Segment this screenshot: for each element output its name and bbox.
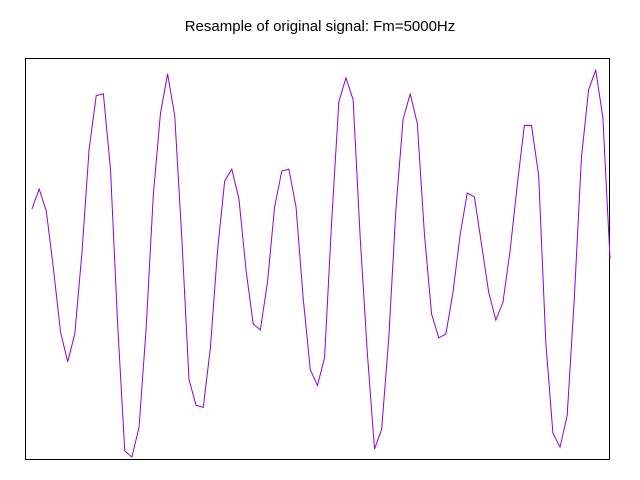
sample-point	[595, 69, 597, 71]
sample-point	[566, 414, 568, 416]
sample-point	[38, 188, 40, 190]
sample-point	[167, 73, 168, 75]
sample-point	[110, 168, 111, 170]
sample-point	[45, 210, 47, 212]
sample-point	[609, 258, 611, 259]
sample-point	[431, 313, 432, 315]
sample-point	[338, 101, 340, 103]
sample-point	[374, 448, 375, 450]
sample-point	[545, 341, 547, 343]
sample-point	[195, 404, 197, 406]
sample-point	[502, 301, 504, 303]
sample-point	[581, 156, 582, 158]
sample-point	[324, 357, 325, 359]
sample-point	[388, 337, 390, 339]
sample-point	[138, 426, 140, 428]
sample-point	[602, 117, 604, 118]
sample-point	[181, 238, 183, 240]
plot-frame	[25, 58, 610, 460]
sample-point	[409, 93, 411, 95]
sample-point	[559, 446, 561, 448]
sample-point	[331, 220, 333, 222]
sample-point	[67, 361, 69, 363]
sample-point	[509, 250, 511, 251]
sample-point	[531, 125, 532, 126]
sample-point	[552, 432, 554, 434]
sample-point	[381, 428, 383, 430]
sample-point	[523, 125, 525, 126]
sample-point	[459, 234, 461, 236]
sample-point	[60, 331, 61, 333]
sample-point	[424, 234, 425, 236]
sample-point	[274, 206, 276, 208]
sample-point	[281, 170, 283, 172]
sample-point	[366, 353, 368, 355]
sample-point	[573, 297, 575, 299]
sample-point	[445, 333, 447, 335]
sample-point	[495, 319, 497, 321]
sample-point	[88, 148, 90, 150]
sample-point	[438, 337, 440, 339]
chart-title: Resample of original signal: Fm=5000Hz	[184, 18, 456, 35]
sample-point	[259, 329, 261, 331]
sample-point	[474, 196, 475, 198]
sample-point	[538, 174, 540, 176]
sample-point	[252, 323, 254, 325]
sample-point	[352, 99, 354, 101]
sample-point	[309, 369, 311, 371]
sample-point	[345, 77, 347, 79]
sample-point	[95, 95, 97, 97]
sample-points	[31, 69, 611, 458]
sample-point	[452, 291, 454, 293]
sample-point	[224, 180, 226, 182]
sample-point	[74, 333, 76, 335]
sample-point	[174, 115, 176, 116]
sample-point	[217, 250, 218, 251]
sample-point	[202, 406, 204, 408]
sample-point	[131, 456, 133, 458]
sample-point	[488, 291, 490, 293]
sample-point	[245, 270, 247, 271]
sample-point	[416, 123, 418, 124]
sample-point	[231, 168, 233, 170]
sample-point	[402, 119, 404, 120]
sample-point	[81, 252, 83, 253]
sample-point	[152, 194, 154, 196]
sample-point	[238, 198, 240, 200]
sample-point	[317, 385, 318, 386]
sample-point	[210, 347, 211, 349]
sample-point	[481, 244, 482, 246]
sample-point	[145, 327, 147, 329]
sample-point	[588, 89, 589, 91]
sample-point	[288, 168, 290, 170]
sample-point	[124, 450, 126, 452]
sample-point	[295, 206, 297, 208]
sample-point	[466, 192, 468, 194]
sample-point	[267, 281, 268, 283]
sample-point	[102, 93, 104, 95]
sample-point	[160, 113, 161, 114]
sample-point	[53, 268, 54, 269]
series-line	[31, 69, 611, 458]
sample-point	[359, 238, 361, 240]
sample-point	[188, 379, 190, 380]
sample-point	[31, 208, 33, 210]
sample-point	[516, 184, 518, 186]
sample-point	[395, 208, 397, 210]
sample-point	[117, 323, 119, 325]
sample-point	[302, 297, 304, 299]
